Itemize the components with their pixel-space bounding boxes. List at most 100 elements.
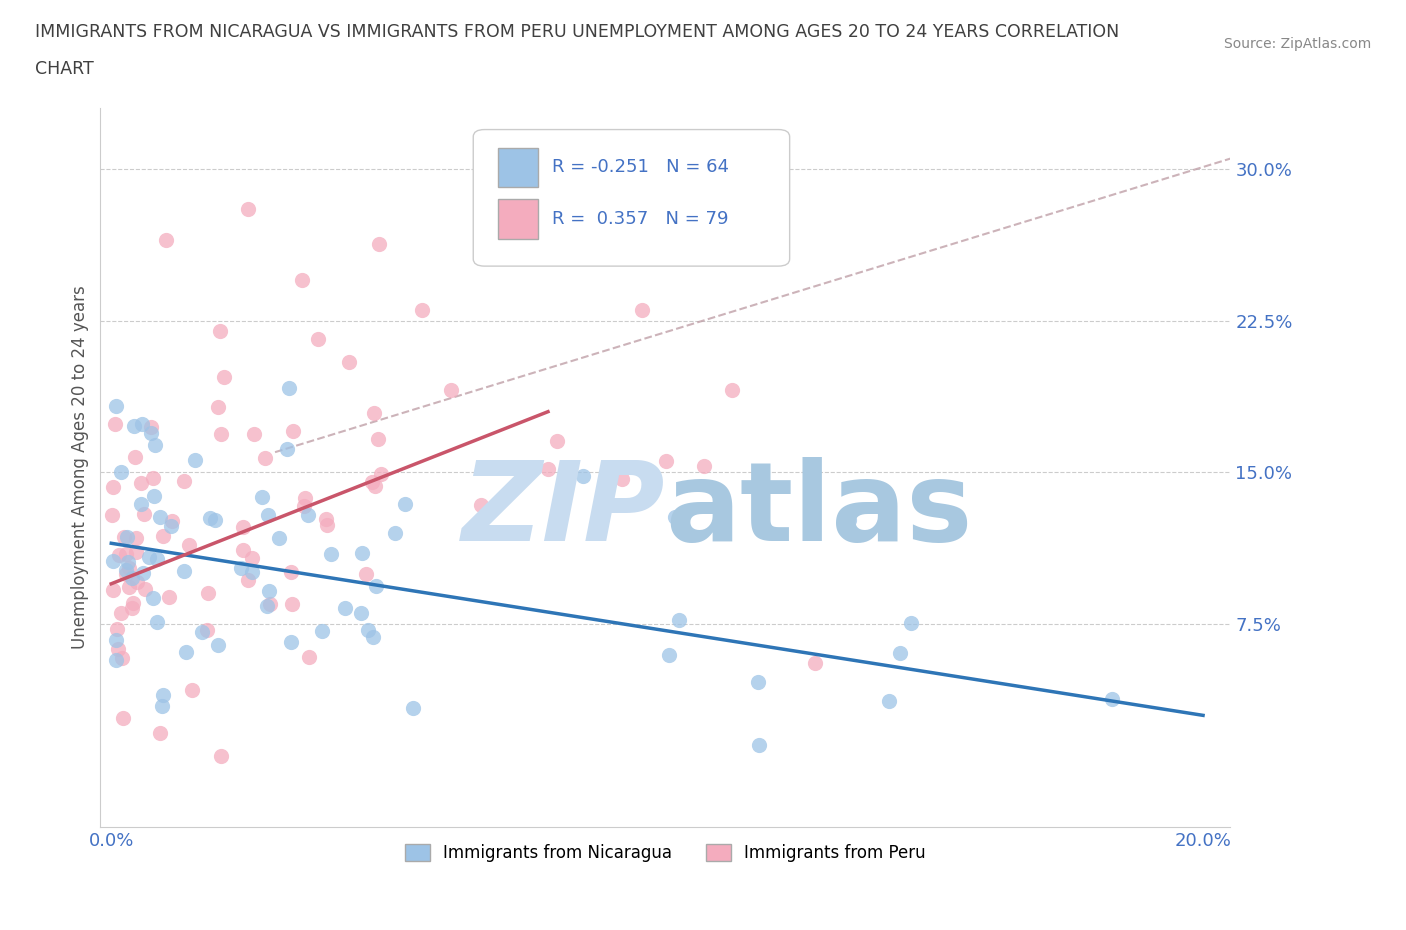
Point bbox=[350, 605, 373, 620]
Point bbox=[278, 381, 301, 396]
Point bbox=[367, 432, 389, 446]
Point bbox=[125, 544, 148, 559]
FancyBboxPatch shape bbox=[474, 129, 790, 266]
Point bbox=[571, 469, 593, 484]
Point bbox=[804, 656, 827, 671]
Point bbox=[692, 458, 714, 473]
Point bbox=[184, 453, 207, 468]
Point bbox=[721, 383, 744, 398]
Point bbox=[655, 453, 678, 468]
Point bbox=[101, 480, 124, 495]
Point bbox=[212, 369, 235, 384]
Point bbox=[292, 498, 315, 513]
Point bbox=[370, 467, 392, 482]
Point bbox=[197, 586, 219, 601]
Point bbox=[145, 615, 167, 630]
Point bbox=[131, 565, 153, 580]
Point bbox=[142, 591, 165, 605]
Point bbox=[149, 725, 172, 740]
Point bbox=[250, 489, 273, 504]
Text: CHART: CHART bbox=[35, 60, 94, 78]
Point bbox=[231, 561, 253, 576]
Point bbox=[259, 596, 281, 611]
Point bbox=[363, 405, 385, 420]
Point bbox=[160, 518, 183, 533]
Legend: Immigrants from Nicaragua, Immigrants from Peru: Immigrants from Nicaragua, Immigrants fr… bbox=[398, 837, 932, 869]
Point bbox=[319, 546, 342, 561]
Point bbox=[294, 490, 316, 505]
Point bbox=[173, 473, 195, 488]
Point bbox=[204, 512, 226, 527]
Point bbox=[440, 382, 463, 397]
Point bbox=[311, 624, 333, 639]
Point bbox=[107, 641, 129, 656]
Point bbox=[105, 653, 128, 668]
Point bbox=[356, 567, 378, 582]
Point bbox=[117, 579, 139, 594]
Point bbox=[537, 461, 560, 476]
Point bbox=[280, 634, 302, 649]
Point bbox=[394, 497, 416, 512]
Point bbox=[191, 625, 214, 640]
Point bbox=[160, 513, 183, 528]
Point bbox=[134, 582, 156, 597]
Point bbox=[101, 553, 124, 568]
Point bbox=[180, 682, 202, 697]
Point bbox=[105, 399, 128, 414]
Point bbox=[747, 675, 769, 690]
Point bbox=[139, 426, 162, 441]
Point bbox=[207, 638, 229, 653]
Point bbox=[232, 519, 254, 534]
Point bbox=[115, 546, 138, 561]
Point bbox=[316, 518, 339, 533]
Text: atlas: atlas bbox=[665, 457, 973, 564]
Point bbox=[748, 737, 770, 752]
Point bbox=[110, 465, 132, 480]
Point bbox=[149, 510, 172, 525]
Point bbox=[209, 427, 232, 442]
Point bbox=[280, 596, 302, 611]
Point bbox=[112, 529, 135, 544]
FancyBboxPatch shape bbox=[498, 148, 537, 187]
Point bbox=[352, 545, 374, 560]
Point bbox=[124, 450, 146, 465]
Point bbox=[118, 561, 141, 576]
Point bbox=[155, 232, 177, 247]
Y-axis label: Unemployment Among Ages 20 to 24 years: Unemployment Among Ages 20 to 24 years bbox=[72, 286, 89, 649]
Point bbox=[411, 303, 433, 318]
Point bbox=[364, 478, 387, 493]
Point bbox=[758, 248, 780, 263]
Point bbox=[111, 711, 134, 725]
Point bbox=[115, 529, 138, 544]
Point bbox=[238, 573, 260, 588]
Point bbox=[129, 496, 152, 511]
Point bbox=[142, 488, 165, 503]
Text: R =  0.357   N = 79: R = 0.357 N = 79 bbox=[553, 210, 728, 229]
Point bbox=[114, 567, 136, 582]
Point bbox=[276, 442, 298, 457]
Point bbox=[141, 419, 163, 434]
Point bbox=[298, 650, 321, 665]
Point bbox=[145, 438, 167, 453]
Point bbox=[546, 433, 568, 448]
Point bbox=[115, 563, 138, 578]
Point bbox=[658, 647, 681, 662]
Point bbox=[335, 601, 357, 616]
Point bbox=[108, 547, 131, 562]
Point bbox=[122, 596, 145, 611]
Point bbox=[256, 599, 278, 614]
Point bbox=[131, 417, 153, 432]
Point bbox=[900, 616, 922, 631]
Point bbox=[361, 475, 384, 490]
Point bbox=[236, 202, 259, 217]
Point bbox=[104, 416, 127, 431]
Point bbox=[297, 507, 319, 522]
Point bbox=[664, 510, 686, 525]
Point bbox=[200, 511, 222, 525]
Point bbox=[121, 570, 143, 585]
Point bbox=[111, 650, 134, 665]
Point bbox=[1101, 692, 1123, 707]
Point bbox=[197, 623, 219, 638]
Point bbox=[364, 578, 387, 593]
Point bbox=[152, 529, 174, 544]
